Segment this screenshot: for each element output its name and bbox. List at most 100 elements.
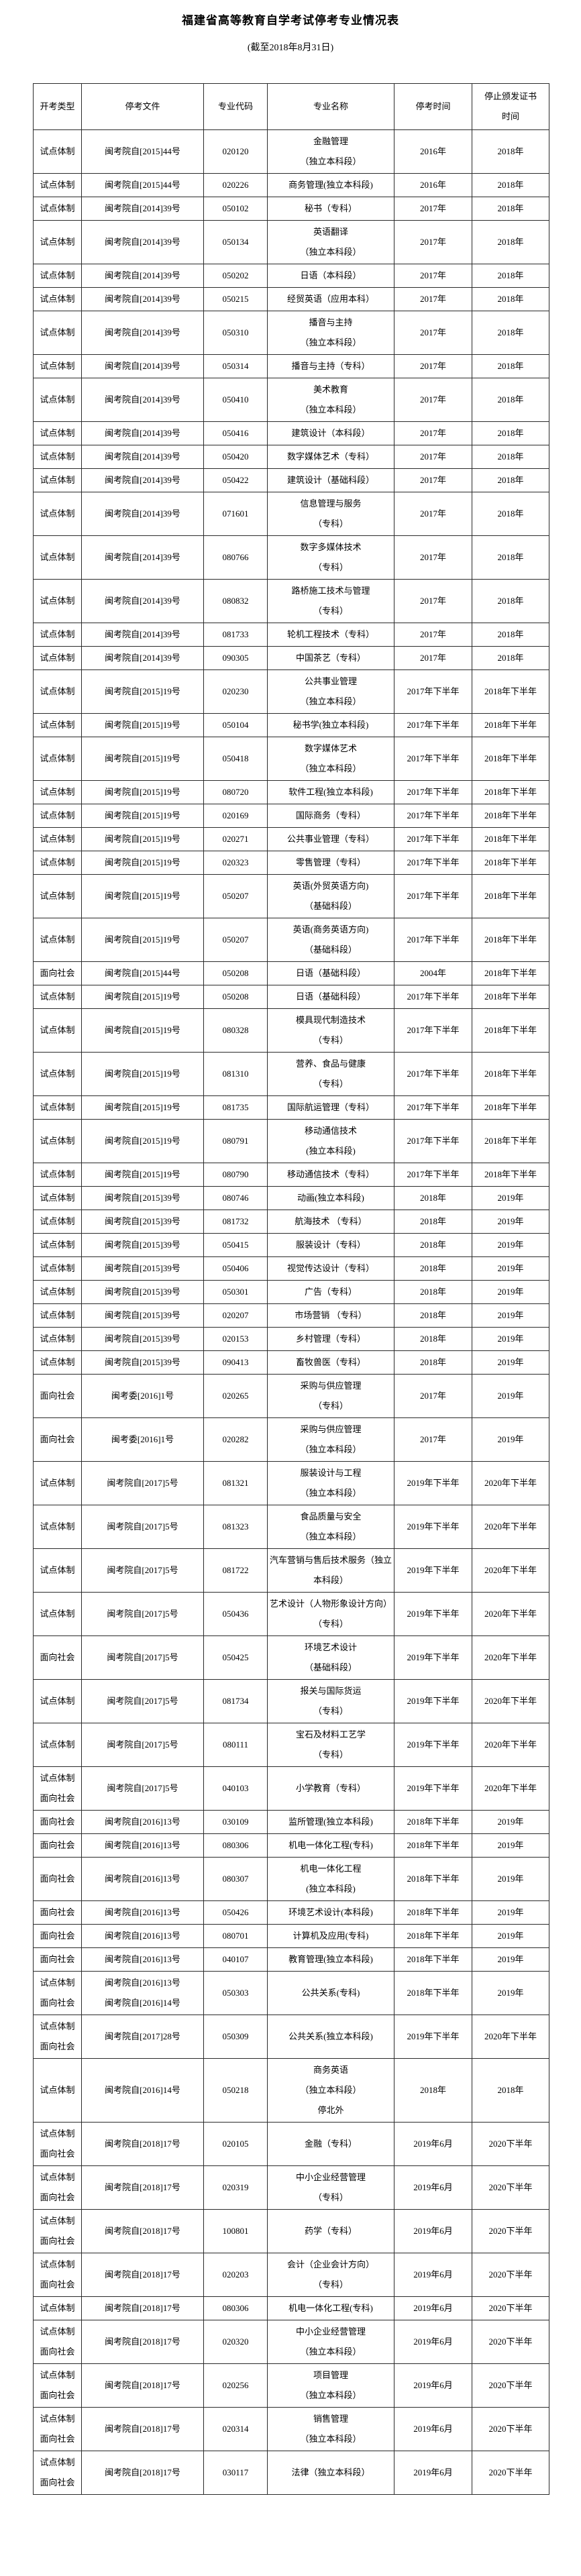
cell-cert-stop-time: 2020年下半年 bbox=[472, 1766, 549, 1811]
cell-stop-time: 2017年下半年 bbox=[394, 1052, 472, 1096]
cell-exam-type: 试点体制 bbox=[33, 851, 82, 875]
cell-stop-document: 闽考院自[2017]5号 bbox=[81, 1723, 204, 1767]
cell-major-code: 050207 bbox=[203, 918, 268, 962]
cell-major-code: 050208 bbox=[203, 961, 268, 985]
cell-exam-type: 试点体制 面向社会 bbox=[33, 2165, 82, 2210]
cell-major-code: 071601 bbox=[203, 492, 268, 536]
cell-exam-type: 试点体制 bbox=[33, 129, 82, 174]
table-row: 试点体制 闽考院自[2015]19号 080720 软件工程(独立本科段) 20… bbox=[33, 780, 549, 804]
cell-stop-time: 2018年下半年 bbox=[394, 1947, 472, 1972]
cell-stop-document: 闽考院自[2014]39号 bbox=[81, 354, 204, 378]
cell-major-code: 081722 bbox=[203, 1548, 268, 1593]
cell-stop-document: 闽考院自[2016]13号 bbox=[81, 1924, 204, 1948]
cell-major-name: 零售管理（专科） bbox=[267, 851, 394, 875]
cell-exam-type: 试点体制 bbox=[33, 1119, 82, 1163]
cell-cert-stop-time: 2018年 bbox=[472, 287, 549, 311]
table-row: 试点体制 闽考院自[2015]19号 081310 营养、食品与健康 （专科） … bbox=[33, 1052, 549, 1096]
cell-cert-stop-time: 2019年 bbox=[472, 1280, 549, 1304]
cell-exam-type: 试点体制 面向社会 bbox=[33, 2253, 82, 2297]
cell-major-name: 英语(商务英语方向) （基础科段） bbox=[267, 918, 394, 962]
cell-exam-type: 试点体制 面向社会 bbox=[33, 1766, 82, 1811]
cell-cert-stop-time: 2020年下半年 bbox=[472, 1505, 549, 1549]
page-title: 福建省高等教育自学考试停考专业情况表 bbox=[182, 14, 399, 27]
cell-cert-stop-time: 2020年下半年 bbox=[472, 2015, 549, 2059]
cell-major-name: 播音与主持 （独立本科段） bbox=[267, 311, 394, 355]
cell-major-code: 050202 bbox=[203, 264, 268, 288]
cell-stop-document: 闽考院自[2018]17号 bbox=[81, 2165, 204, 2210]
cell-major-code: 020323 bbox=[203, 851, 268, 875]
cell-major-name: 英语翻译 （独立本科段） bbox=[267, 220, 394, 264]
cell-exam-type: 试点体制 面向社会 bbox=[33, 2407, 82, 2451]
cell-exam-type: 试点体制 bbox=[33, 1350, 82, 1375]
cell-exam-type: 试点体制 bbox=[33, 1163, 82, 1187]
cell-exam-type: 试点体制 面向社会 bbox=[33, 2363, 82, 2408]
cell-major-name: 环境艺术设计 （基础科段） bbox=[267, 1635, 394, 1680]
cell-stop-document: 闽考院自[2014]39号 bbox=[81, 197, 204, 221]
cell-major-name: 数字媒体艺术（专科） bbox=[267, 445, 394, 469]
table-row: 面向社会 闽考院自[2016]13号 080701 计算机及应用(专科) 201… bbox=[33, 1924, 549, 1948]
cell-exam-type: 面向社会 bbox=[33, 961, 82, 985]
cell-major-code: 020120 bbox=[203, 129, 268, 174]
cell-stop-time: 2017年下半年 bbox=[394, 1095, 472, 1120]
cell-major-code: 050134 bbox=[203, 220, 268, 264]
cell-stop-document: 闽考院自[2014]39号 bbox=[81, 492, 204, 536]
cell-major-code: 020105 bbox=[203, 2122, 268, 2166]
cell-major-name: 日语（基础科段） bbox=[267, 961, 394, 985]
cell-exam-type: 试点体制 面向社会 bbox=[33, 2015, 82, 2059]
cell-cert-stop-time: 2018年下半年 bbox=[472, 1008, 549, 1053]
cell-cert-stop-time: 2019年 bbox=[472, 1186, 549, 1210]
cell-stop-document: 闽考院自[2016]13号 bbox=[81, 1833, 204, 1858]
cell-major-name: 软件工程(独立本科段) bbox=[267, 780, 394, 804]
cell-major-name: 移动通信技术（专科） bbox=[267, 1163, 394, 1187]
cell-major-code: 020319 bbox=[203, 2165, 268, 2210]
cell-stop-time: 2019年下半年 bbox=[394, 1723, 472, 1767]
cell-stop-time: 2017年下半年 bbox=[394, 780, 472, 804]
cell-major-code: 050418 bbox=[203, 737, 268, 781]
cell-stop-time: 2019年6月 bbox=[394, 2209, 472, 2253]
cell-stop-time: 2017年 bbox=[394, 468, 472, 492]
cell-stop-document: 闽考院自[2017]5号 bbox=[81, 1548, 204, 1593]
cell-major-code: 020282 bbox=[203, 1417, 268, 1462]
cell-cert-stop-time: 2020下半年 bbox=[472, 2320, 549, 2364]
cell-major-code: 050426 bbox=[203, 1900, 268, 1925]
cell-major-name: 艺术设计（人物形象设计方向）（专科） bbox=[267, 1592, 394, 1636]
cell-major-name: 机电一体化工程 (独立本科段) bbox=[267, 1857, 394, 1901]
cell-stop-document: 闽考院自[2015]19号 bbox=[81, 874, 204, 918]
cell-major-code: 050102 bbox=[203, 197, 268, 221]
cell-stop-time: 2017年 bbox=[394, 311, 472, 355]
cell-stop-document: 闽考院自[2015]19号 bbox=[81, 804, 204, 828]
table-row: 试点体制 闽考院自[2015]44号 020120 金融管理 （独立本科段） 2… bbox=[33, 129, 549, 174]
cell-major-name: 小学教育（专科） bbox=[267, 1766, 394, 1811]
cell-major-code: 050301 bbox=[203, 1280, 268, 1304]
cell-cert-stop-time: 2018年下半年 bbox=[472, 874, 549, 918]
cell-stop-time: 2018年 bbox=[394, 1280, 472, 1304]
cell-cert-stop-time: 2018年下半年 bbox=[472, 780, 549, 804]
cell-major-code: 080111 bbox=[203, 1723, 268, 1767]
cell-stop-time: 2017年 bbox=[394, 579, 472, 623]
cell-exam-type: 试点体制 bbox=[33, 1548, 82, 1593]
cell-cert-stop-time: 2018年 bbox=[472, 378, 549, 422]
cell-stop-time: 2017年 bbox=[394, 445, 472, 469]
cell-major-name: 中国茶艺（专科） bbox=[267, 646, 394, 670]
cell-stop-time: 2019年下半年 bbox=[394, 1548, 472, 1593]
cell-stop-time: 2017年 bbox=[394, 220, 472, 264]
cell-stop-time: 2018年 bbox=[394, 1186, 472, 1210]
cell-cert-stop-time: 2018年 bbox=[472, 468, 549, 492]
cell-cert-stop-time: 2018年 bbox=[472, 129, 549, 174]
table-row: 试点体制 闽考院自[2014]39号 050422 建筑设计（基础科段） 201… bbox=[33, 468, 549, 492]
cell-stop-time: 2017年 bbox=[394, 646, 472, 670]
cell-stop-time: 2017年下半年 bbox=[394, 804, 472, 828]
cell-cert-stop-time: 2018年下半年 bbox=[472, 961, 549, 985]
cell-major-name: 动画(独立本科段) bbox=[267, 1186, 394, 1210]
cell-major-code: 081734 bbox=[203, 1679, 268, 1723]
cell-major-code: 050410 bbox=[203, 378, 268, 422]
cell-exam-type: 试点体制 bbox=[33, 421, 82, 445]
cell-stop-time: 2017年下半年 bbox=[394, 1119, 472, 1163]
cell-major-code: 081735 bbox=[203, 1095, 268, 1120]
cell-major-code: 050314 bbox=[203, 354, 268, 378]
cell-major-code: 080307 bbox=[203, 1857, 268, 1901]
cell-stop-document: 闽考院自[2018]17号 bbox=[81, 2320, 204, 2364]
cell-cert-stop-time: 2019年 bbox=[472, 1924, 549, 1948]
cell-exam-type: 试点体制 bbox=[33, 1008, 82, 1053]
cell-exam-type: 试点体制 面向社会 bbox=[33, 2122, 82, 2166]
